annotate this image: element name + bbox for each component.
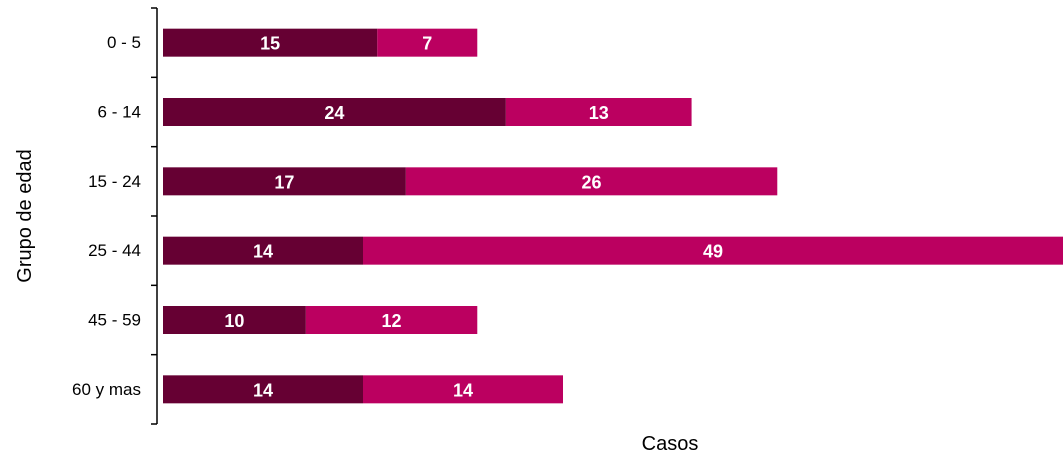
bar-segment-series-2 — [405, 167, 778, 196]
bar-segment-series-1 — [163, 375, 363, 404]
bars-layer — [163, 28, 1063, 404]
bar-value-label: 24 — [324, 103, 344, 123]
y-tick-label: 60 y mas — [72, 380, 141, 399]
bar-value-label: 17 — [274, 172, 294, 192]
bar-value-label: 14 — [453, 380, 473, 400]
bar-value-label: 26 — [582, 172, 602, 192]
bar-value-label: 14 — [253, 242, 273, 262]
bar-segment-series-2 — [363, 236, 1063, 265]
y-tick-label: 45 - 59 — [88, 311, 141, 330]
bar-segment-series-1 — [163, 98, 506, 126]
bar-value-label: 10 — [224, 311, 244, 331]
bar-value-label: 7 — [422, 34, 432, 54]
bar-segment-series-2 — [505, 98, 692, 126]
x-axis-title: Casos — [642, 433, 699, 455]
bar-segment-series-2 — [363, 375, 563, 404]
bar-value-label: 49 — [703, 242, 723, 262]
bar-segment-series-1 — [163, 236, 363, 265]
bar-value-label: 15 — [260, 34, 280, 54]
bar-segment-series-1 — [163, 306, 306, 334]
y-tick-label: 15 - 24 — [88, 172, 141, 191]
bar-segment-series-2 — [305, 306, 478, 334]
labels-layer: 15 7 24 13 17 26 14 49 10 12 14 14 — [224, 34, 723, 401]
bar-value-label: 13 — [589, 103, 609, 123]
bar-value-label: 14 — [253, 380, 273, 400]
bar-segment-series-1 — [163, 167, 406, 196]
bar-segment-series-2 — [377, 28, 478, 57]
bar-value-label: 12 — [382, 311, 402, 331]
bar-segment-series-1 — [163, 28, 378, 57]
y-tick-label: 6 - 14 — [98, 103, 141, 122]
y-tick-label: 0 - 5 — [107, 33, 141, 52]
y-axis-title: Grupo de edad — [14, 149, 36, 282]
axis-layer: 0 - 5 6 - 14 15 - 24 25 - 44 45 - 59 60 y mas — [72, 7, 158, 425]
y-tick-label: 25 - 44 — [88, 241, 141, 260]
